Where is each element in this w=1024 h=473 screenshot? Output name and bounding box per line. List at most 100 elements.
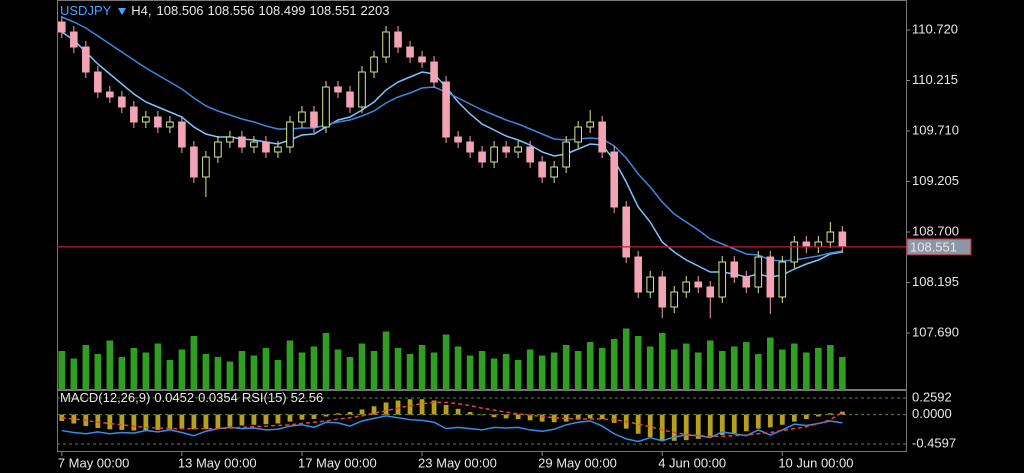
volume-bar	[394, 348, 402, 390]
volume-bar	[478, 351, 486, 390]
candle-body	[250, 141, 258, 148]
macd-bar	[191, 414, 197, 430]
volume-bar	[538, 355, 546, 390]
y-tick-label: -0.4597	[912, 435, 956, 450]
macd-bar	[755, 414, 761, 429]
macd-bar	[299, 414, 305, 420]
candle-body	[826, 231, 835, 243]
macd-bar	[671, 414, 677, 441]
macd-bar	[323, 414, 329, 417]
candle-body	[430, 61, 438, 83]
candle-body	[154, 116, 162, 128]
macd-bar	[383, 402, 389, 415]
candle-body	[718, 261, 727, 298]
macd-bar	[611, 414, 617, 423]
macd-bar	[599, 414, 605, 420]
candle-body	[166, 121, 174, 128]
macd-bar	[563, 414, 569, 422]
volume-bar	[238, 351, 246, 390]
volume-bar	[142, 352, 150, 390]
volume-bar	[634, 336, 642, 390]
macd-bar	[743, 414, 749, 432]
plot: 110.720 110.215 109.710 109.205 108.700 108.1…	[57, 16, 972, 470]
macd-frame	[57, 390, 907, 452]
candle-body	[694, 281, 703, 288]
volume-bar	[382, 331, 390, 390]
volume-bar	[839, 356, 846, 390]
macd-bar	[455, 408, 461, 415]
macd-bar	[527, 414, 533, 421]
candle-body	[562, 141, 570, 168]
macd-bar	[371, 406, 377, 415]
candle-body	[730, 261, 739, 278]
volume-bar	[706, 340, 714, 390]
macd-value: 0.0452	[154, 390, 194, 405]
candle-body	[322, 86, 330, 128]
candle-body	[418, 56, 426, 63]
macd-bar	[551, 414, 557, 423]
volume-bar	[670, 349, 678, 390]
candle-body	[646, 276, 655, 293]
macd-bar	[227, 414, 233, 427]
volume-bar	[754, 354, 762, 390]
close-value: 108.551	[310, 3, 357, 18]
volume-bar	[791, 343, 798, 390]
candle-body	[58, 21, 66, 33]
candle-body	[610, 151, 618, 208]
volume-bar	[514, 360, 522, 390]
volume-bar	[274, 360, 282, 390]
volume-bar	[815, 348, 822, 390]
macd-bar	[731, 414, 737, 434]
volume-bar	[742, 342, 750, 390]
volume-bar	[58, 351, 66, 390]
candle-body	[370, 56, 378, 73]
volume-bar	[730, 346, 738, 390]
candle-body	[574, 126, 582, 143]
macd-bar	[707, 414, 713, 438]
volume-bar	[226, 361, 234, 390]
volume-bar	[430, 352, 438, 390]
volume-bar	[214, 357, 222, 390]
volume-bar	[70, 358, 78, 390]
candle-body	[178, 121, 186, 148]
macd-bar	[803, 414, 809, 420]
volume-bar	[358, 343, 366, 390]
candle-body	[70, 31, 78, 48]
macd-bar	[335, 413, 341, 415]
volume-bar	[502, 354, 510, 390]
volume-bar	[322, 333, 330, 390]
candle-body	[226, 136, 234, 143]
timeframe: H4,	[131, 3, 151, 18]
volume-bar	[550, 352, 558, 390]
candle-body	[634, 256, 643, 293]
volume-bar	[82, 345, 90, 390]
volume-bar	[767, 337, 774, 390]
volume-bar	[718, 351, 726, 390]
candle-body	[406, 46, 414, 58]
volume-bar	[646, 346, 654, 390]
macd-bar	[107, 414, 113, 430]
y-tick-label: 109.710	[912, 122, 959, 137]
candle-body	[670, 291, 679, 308]
candle-body	[682, 281, 691, 293]
candle-body	[202, 156, 210, 178]
macd-bar	[839, 411, 845, 415]
macd-bar	[131, 414, 137, 431]
candle-body	[598, 121, 606, 153]
rsi-label: RSI(15)	[242, 390, 287, 405]
y-tick-label: 110.720	[912, 21, 958, 36]
candle-body	[310, 111, 318, 128]
candle-body	[490, 146, 498, 163]
candle-body	[526, 146, 534, 163]
moving-average	[61, 16, 843, 262]
volume-bar	[406, 354, 414, 390]
macd-bar	[239, 414, 245, 426]
macd-bar	[179, 414, 185, 429]
volume-bar	[310, 346, 318, 390]
signal-value: 0.0354	[198, 390, 238, 405]
y-tick-label: 109.205	[912, 173, 959, 188]
macd-bar	[287, 414, 293, 422]
macd-bar	[815, 414, 821, 417]
candle-body	[622, 206, 631, 258]
